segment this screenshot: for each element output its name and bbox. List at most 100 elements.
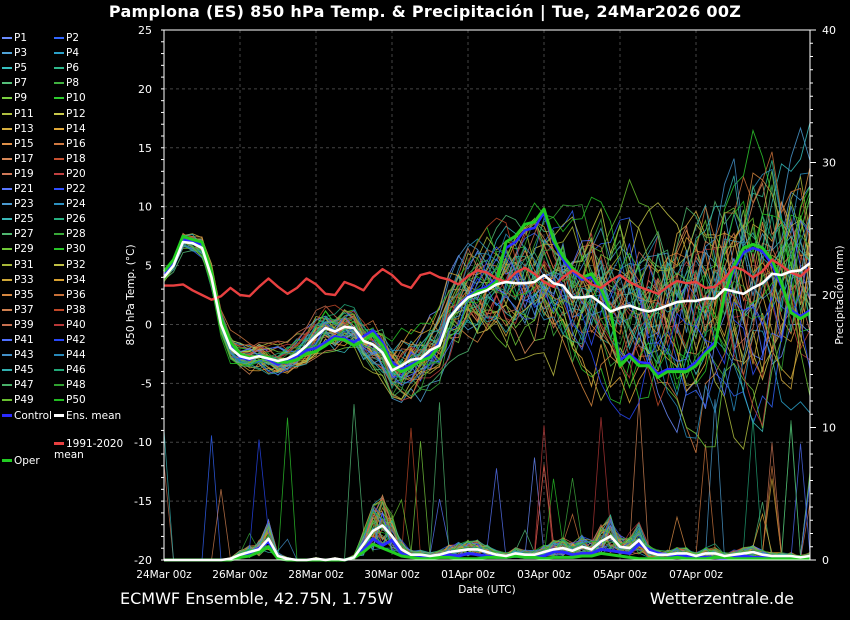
legend-swatch	[2, 323, 12, 326]
legend-item-p25: P25	[2, 212, 34, 226]
legend-label: P19	[14, 167, 34, 180]
legend-swatch	[2, 308, 12, 311]
x-tick-label: 24Mar 00z	[136, 569, 192, 581]
legend-swatch	[54, 442, 64, 446]
legend-item-p37: P37	[2, 303, 34, 317]
legend-item-p16: P16	[54, 137, 86, 151]
legend-item-p47: P47	[2, 378, 34, 392]
legend-label: P43	[14, 349, 34, 362]
x-tick-label: 26Mar 00z	[212, 569, 268, 581]
y-tick-label: -15	[134, 495, 152, 508]
legend-swatch	[54, 414, 64, 417]
member-temp-line-p45	[163, 175, 811, 379]
legend-swatch	[54, 172, 64, 175]
series-line-oper-precip	[164, 542, 810, 562]
source-credit: Wetterzentrale.de	[649, 589, 794, 608]
legend-label: P34	[66, 273, 86, 286]
legend-swatch	[2, 278, 12, 281]
legend-swatch	[54, 203, 64, 206]
legend-label: P1	[14, 32, 28, 44]
legend-label: P45	[14, 364, 34, 377]
legend-item-p19: P19	[2, 167, 34, 181]
series-line-ens-mean	[162, 240, 811, 372]
y-tick-label: -5	[141, 377, 152, 390]
legend-item-p41: P41	[2, 333, 34, 347]
legend-label: P22	[66, 183, 86, 195]
y-tick-label: -10	[134, 436, 152, 449]
legend-label: P28	[66, 228, 86, 241]
model-info: ECMWF Ensemble, 42.75N, 1.75W	[120, 589, 394, 608]
legend-swatch	[54, 354, 64, 357]
legend-item-control: Control	[2, 409, 52, 423]
legend-item-p26: P26	[54, 212, 86, 226]
legend-swatch	[54, 308, 64, 311]
legend-swatch	[54, 369, 64, 372]
legend-label: P37	[14, 303, 34, 316]
legend-swatch	[54, 52, 64, 55]
y-tick-label: 20	[138, 83, 152, 96]
legend-label: P10	[66, 92, 86, 105]
legend-swatch	[2, 52, 12, 55]
legend-item-p50: P50	[54, 393, 86, 407]
legend-item-p38: P38	[54, 303, 86, 317]
legend-label: P32	[66, 258, 86, 271]
legend-label: P36	[66, 288, 86, 301]
legend-swatch	[54, 263, 64, 266]
legend-label: P24	[66, 198, 86, 211]
legend-label: P29	[14, 243, 34, 256]
legend-swatch	[2, 203, 12, 206]
legend-label: P38	[66, 303, 86, 316]
legend-label: P26	[66, 213, 86, 226]
legend-swatch	[54, 188, 64, 190]
legend-label: P7	[14, 77, 28, 90]
legend-swatch	[2, 263, 12, 266]
legend-swatch	[54, 339, 64, 341]
legend-swatch	[2, 459, 12, 463]
legend-item-p31: P31	[2, 258, 34, 272]
legend-swatch	[2, 127, 12, 130]
legend-item-p20: P20	[54, 167, 86, 181]
legend-swatch	[54, 399, 64, 402]
legend-swatch	[2, 354, 12, 357]
legend-label: P8	[66, 77, 80, 90]
legend-item-p34: P34	[54, 273, 86, 287]
legend-swatch	[54, 233, 64, 236]
legend-item-p23: P23	[2, 197, 34, 211]
member-temp-line-p46	[163, 214, 811, 390]
legend-item-p5: P5	[2, 61, 27, 75]
axes-layer: 25 20 15 10 5 0 -5 -10 -15 -20 24Mar 00z 26Mar 00z 2…	[125, 24, 846, 596]
x-tick-label: 05Apr 00z	[593, 569, 647, 581]
y2-tick-label: 30	[822, 157, 836, 170]
member-temp-line-p47	[163, 184, 811, 399]
legend-label: P42	[66, 334, 86, 346]
y-axis-label: 850 hPa Temp. (°C)	[125, 244, 137, 345]
legend-swatch	[54, 37, 64, 39]
legend-label: Oper	[14, 454, 40, 467]
legend-swatch	[2, 233, 12, 236]
member-temp-line-p40	[163, 239, 811, 428]
legend-label: P35	[14, 288, 34, 301]
legend-item-p33: P33	[2, 273, 34, 287]
y-tick-label: 15	[138, 142, 152, 155]
x-tick-label: 28Mar 00z	[288, 569, 344, 581]
legend-item-p36: P36	[54, 288, 86, 302]
legend-item-oper: Oper	[2, 454, 40, 468]
legend-label: P5	[14, 62, 28, 75]
legend-item-1991-2020-mean: 1991-2020 mean	[54, 438, 128, 460]
x-axis-label: Date (UTC)	[458, 584, 515, 596]
legend-label: P14	[66, 122, 86, 135]
legend-label: P31	[14, 258, 34, 271]
legend-swatch	[2, 112, 12, 115]
legend-label: P18	[66, 152, 86, 165]
legend-swatch	[2, 82, 12, 85]
legend-swatch	[54, 127, 64, 130]
x-tick-label: 01Apr 00z	[441, 569, 495, 581]
legend-swatch	[2, 218, 12, 221]
y-tick-label: 5	[145, 260, 152, 273]
legend-item-p1: P1	[2, 31, 27, 45]
legend-item-p40: P40	[54, 318, 86, 332]
legend-swatch	[54, 157, 64, 160]
legend-swatch	[54, 323, 64, 326]
legend-label: P11	[14, 107, 34, 120]
legend-label: P3	[14, 47, 28, 60]
